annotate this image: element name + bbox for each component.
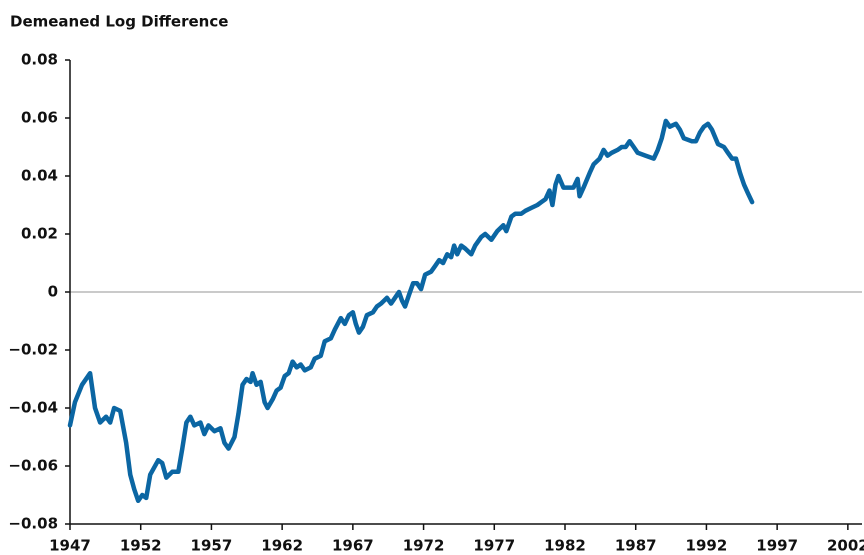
y-tick-label: 0.02 [21, 225, 58, 243]
x-tick-label: 1992 [686, 537, 728, 555]
x-tick-label: 1962 [261, 537, 303, 555]
y-tick-label: −0.02 [8, 341, 58, 359]
x-tick-label: 1947 [49, 537, 91, 555]
y-tick-label: −0.08 [8, 515, 58, 533]
x-tick-label: 1977 [473, 537, 515, 555]
x-tick-label: 1957 [191, 537, 233, 555]
y-tick-label: 0.04 [21, 167, 58, 185]
y-tick-label: 0.06 [21, 109, 58, 127]
x-tick-label: 1952 [120, 537, 162, 555]
y-tick-label: 0 [48, 283, 58, 301]
x-tick-label: 1982 [544, 537, 586, 555]
y-tick-label: −0.04 [8, 399, 58, 417]
data-line [67, 118, 755, 504]
x-tick-label: 1987 [615, 537, 657, 555]
chart-title: Demeaned Log Difference [10, 13, 228, 31]
x-tick-label: 1997 [756, 537, 798, 555]
y-tick-label: 0.08 [21, 51, 58, 69]
x-tick-label: 1967 [332, 537, 374, 555]
x-tick-label: 2002 [827, 537, 864, 555]
x-tick-label: 1972 [403, 537, 445, 555]
y-tick-label: −0.06 [8, 457, 58, 475]
